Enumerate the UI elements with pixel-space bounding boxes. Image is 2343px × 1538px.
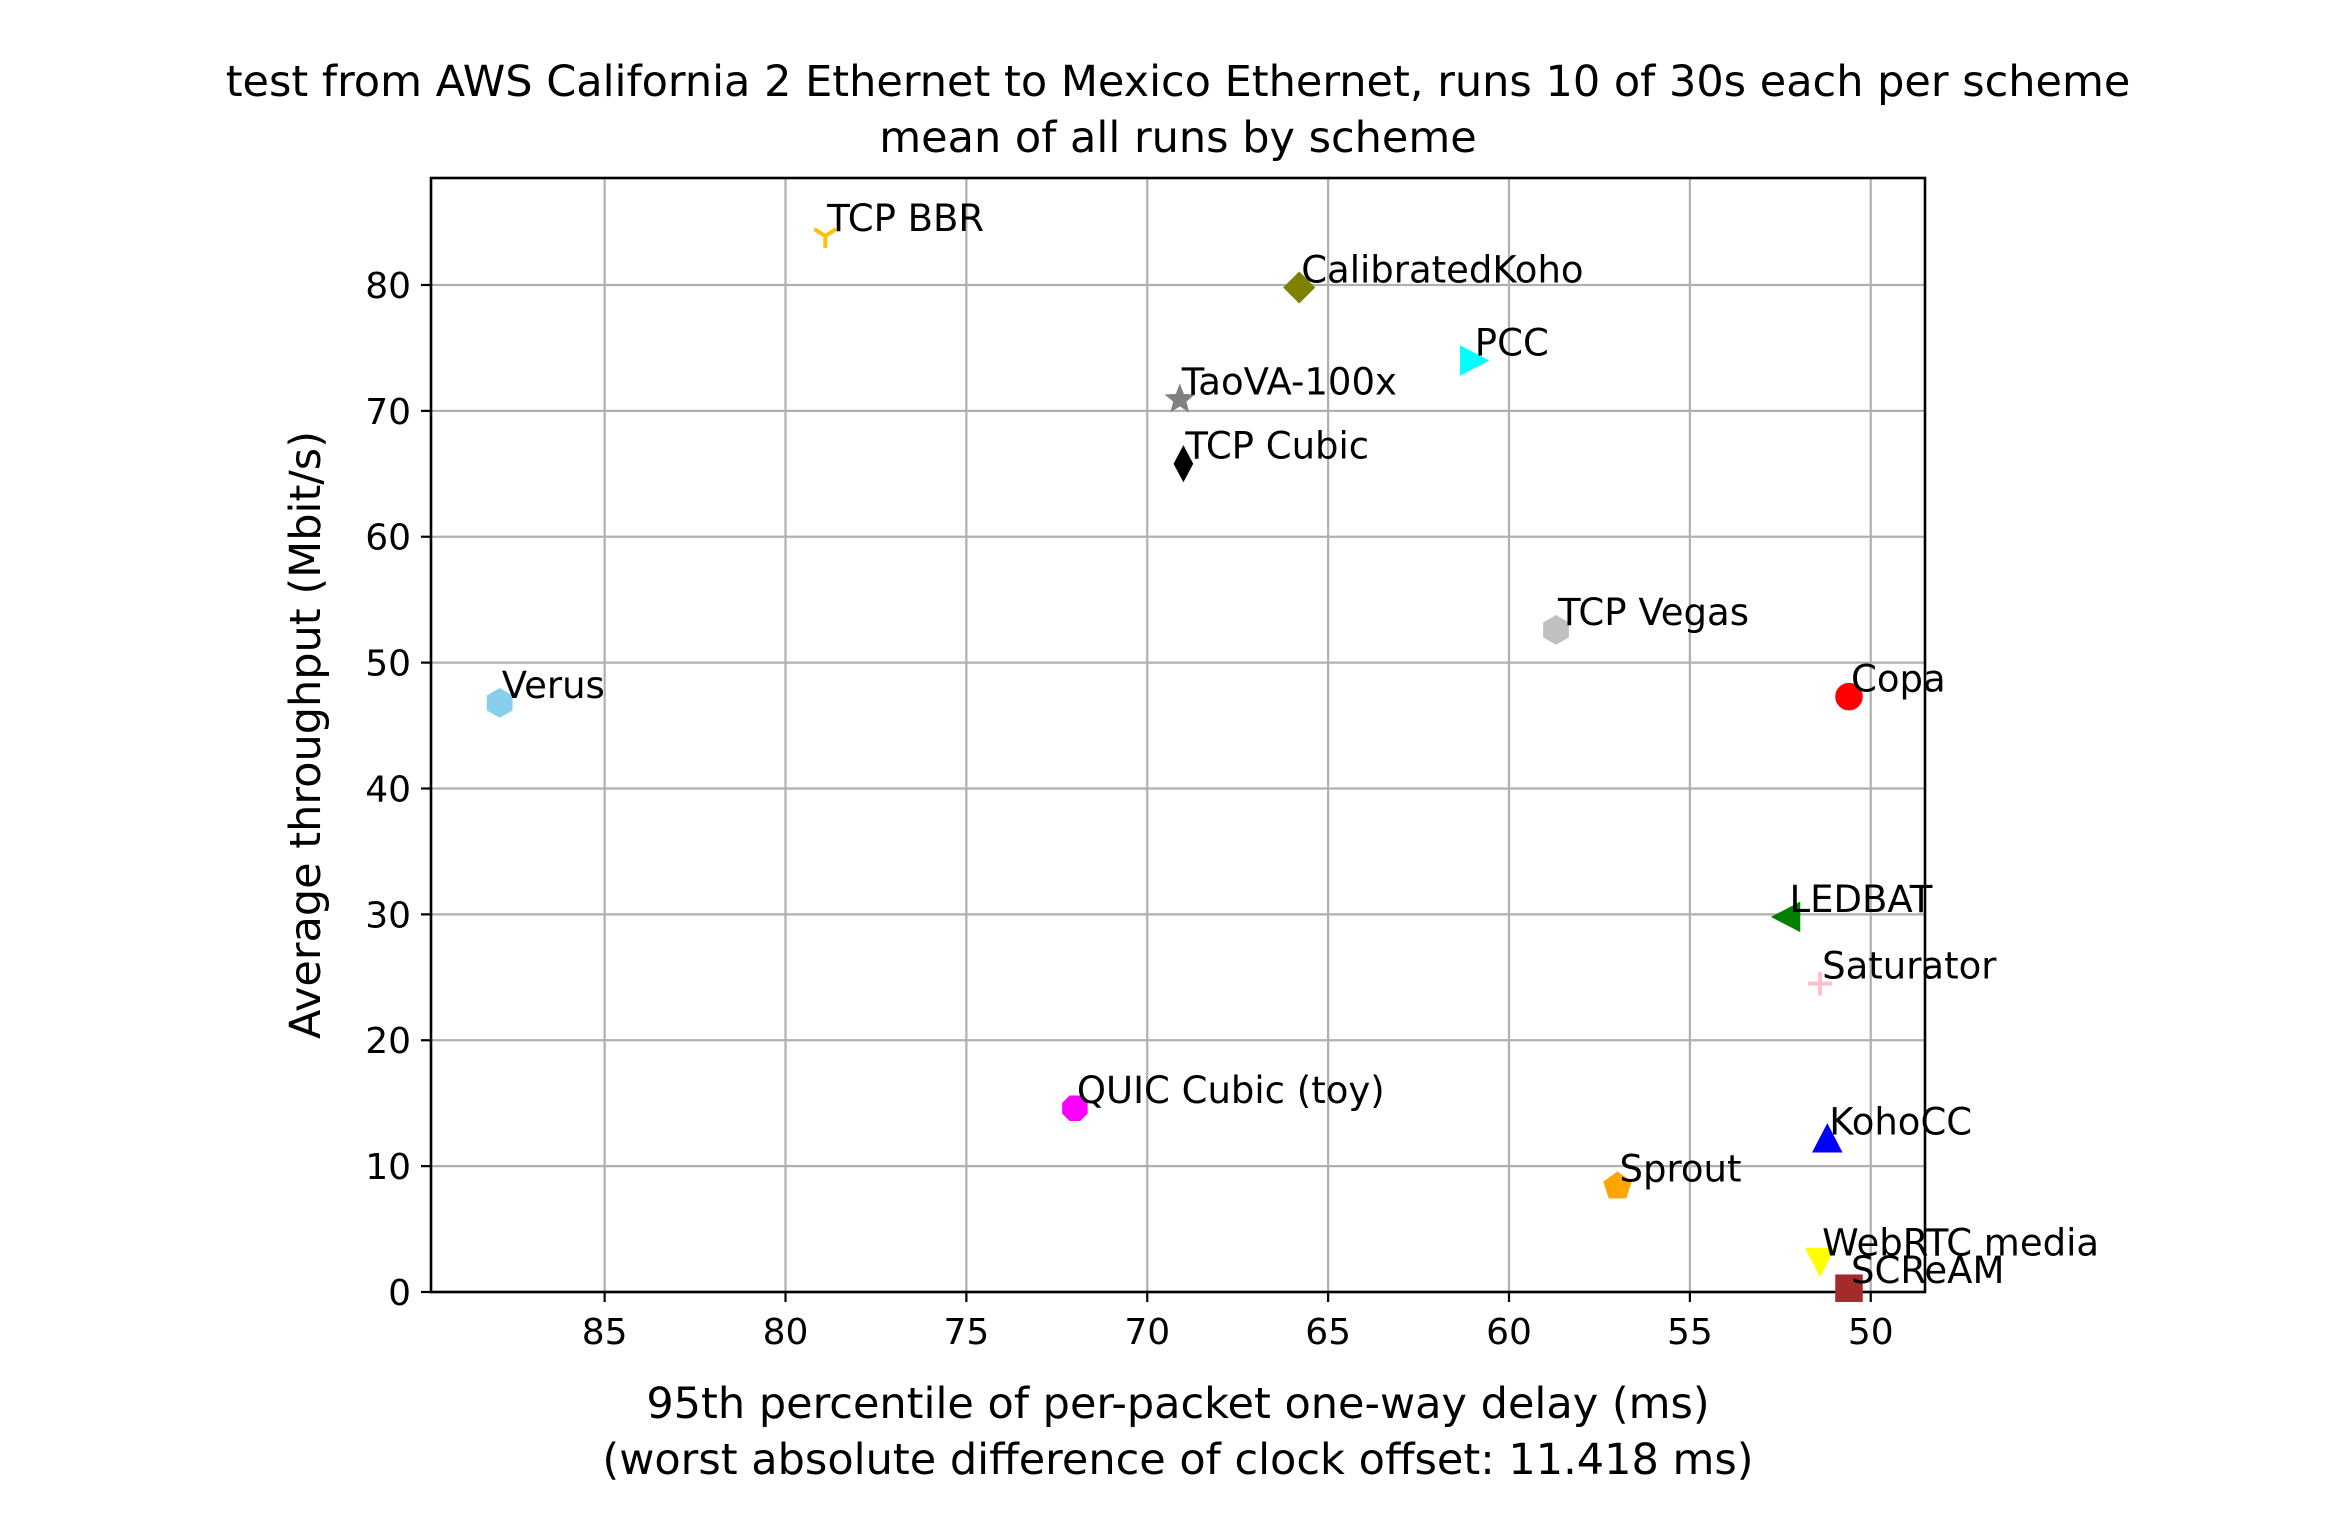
data-point-marker — [1173, 445, 1194, 483]
data-point-marker — [813, 227, 838, 248]
data-point-marker — [1835, 1274, 1863, 1302]
chart-title: test from AWS California 2 Ethernet to M… — [226, 57, 2131, 107]
y-tick-label: 80 — [365, 266, 411, 307]
y-tick-label: 70 — [365, 392, 411, 433]
data-point-marker — [1808, 971, 1833, 996]
y-axis-label: Average throughput (Mbit/s) — [281, 431, 331, 1039]
data-point-label: Copa — [1851, 658, 1946, 701]
x-tick-label: 70 — [1124, 1312, 1170, 1353]
data-point-label: QUIC Cubic (toy) — [1077, 1069, 1385, 1112]
data-point-label: Verus — [502, 664, 605, 707]
y-tick-label: 10 — [365, 1147, 411, 1188]
plot-frame — [429, 176, 1927, 1294]
data-point-marker — [1770, 901, 1801, 933]
y-tick-label: 40 — [365, 769, 411, 810]
x-tick-label: 50 — [1848, 1312, 1894, 1353]
data-point-label: TCP BBR — [826, 197, 984, 240]
data-point-label: TaoVA-100x — [1181, 361, 1397, 404]
axis-ticks: 85 80 75 70 65 60 55 50 0 10 20 30 40 50 60 70 80 — [365, 266, 1893, 1353]
y-tick-label: 20 — [365, 1021, 411, 1062]
x-tick-label: 75 — [943, 1312, 989, 1353]
data-point-marker — [1164, 383, 1196, 413]
data-point-marker — [1603, 1171, 1632, 1199]
data-point-marker — [1062, 1095, 1088, 1121]
y-tick-label: 50 — [365, 644, 411, 685]
data-point-marker — [1460, 345, 1490, 376]
x-tick-label: 55 — [1667, 1312, 1713, 1353]
data-point-label: TCP Vegas — [1557, 591, 1749, 634]
x-tick-label: 85 — [582, 1312, 628, 1353]
data-point-label: CalibratedKoho — [1301, 249, 1583, 292]
data-point-label: PCC — [1475, 322, 1549, 365]
grid-lines — [431, 178, 1925, 1294]
data-point-label: WebRTC media — [1822, 1222, 2099, 1265]
y-tick-label: 0 — [388, 1273, 411, 1314]
x-tick-label: 60 — [1486, 1312, 1532, 1353]
x-axis-label: 95th percentile of per-packet one-way de… — [646, 1379, 1709, 1429]
data-point-label: LEDBAT — [1790, 878, 1933, 921]
x-tick-label: 80 — [763, 1312, 809, 1353]
x-axis-label-note: (worst absolute difference of clock offs… — [602, 1435, 1753, 1485]
x-tick-label: 65 — [1305, 1312, 1351, 1353]
data-point-label: Saturator — [1822, 945, 1997, 988]
data-points: TCP BBR CalibratedKoho PCC TaoVA-100x TCP Cu… — [486, 197, 2099, 1302]
data-point-marker — [1812, 1123, 1843, 1153]
data-point-label: TCP Cubic — [1184, 425, 1369, 468]
data-point-marker — [1543, 615, 1569, 645]
data-point-marker — [1283, 271, 1316, 304]
chart-subtitle: mean of all runs by scheme — [879, 113, 1476, 163]
data-point-label: SCReAM — [1851, 1249, 2004, 1292]
data-point-marker — [1835, 682, 1863, 711]
y-tick-label: 30 — [365, 895, 411, 936]
y-tick-label: 60 — [365, 518, 411, 559]
data-point-label: KohoCC — [1829, 1101, 1972, 1144]
data-point-label: Sprout — [1620, 1147, 1742, 1190]
data-point-marker — [486, 688, 513, 718]
data-point-marker — [1804, 1247, 1836, 1278]
